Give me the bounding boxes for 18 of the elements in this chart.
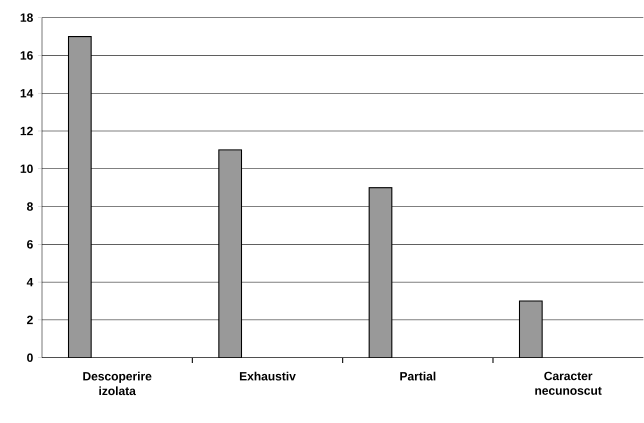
x-tick-label: Partial [400,372,436,381]
bar [518,300,543,358]
y-tick-label: 4 [26,278,34,286]
x-tick-label: Caracter necunoscut [535,372,602,395]
bar [368,187,392,358]
y-tick-label: 6 [27,240,33,249]
y-tick-label: 10 [20,164,33,174]
y-tick-label: 0 [27,353,33,362]
y-tick-label: 18 [20,13,33,22]
y-tick-label: 16 [20,51,33,60]
y-tick-label: 12 [20,126,33,136]
y-tick-label: 8 [26,202,33,211]
x-tick-label: Exhaustiv [240,372,296,381]
x-tick-label: Descoperire izolata [83,372,152,396]
y-tick-label: 14 [20,89,34,98]
y-tick-label: 2 [27,316,33,324]
bar [68,36,92,358]
bar [218,149,242,358]
